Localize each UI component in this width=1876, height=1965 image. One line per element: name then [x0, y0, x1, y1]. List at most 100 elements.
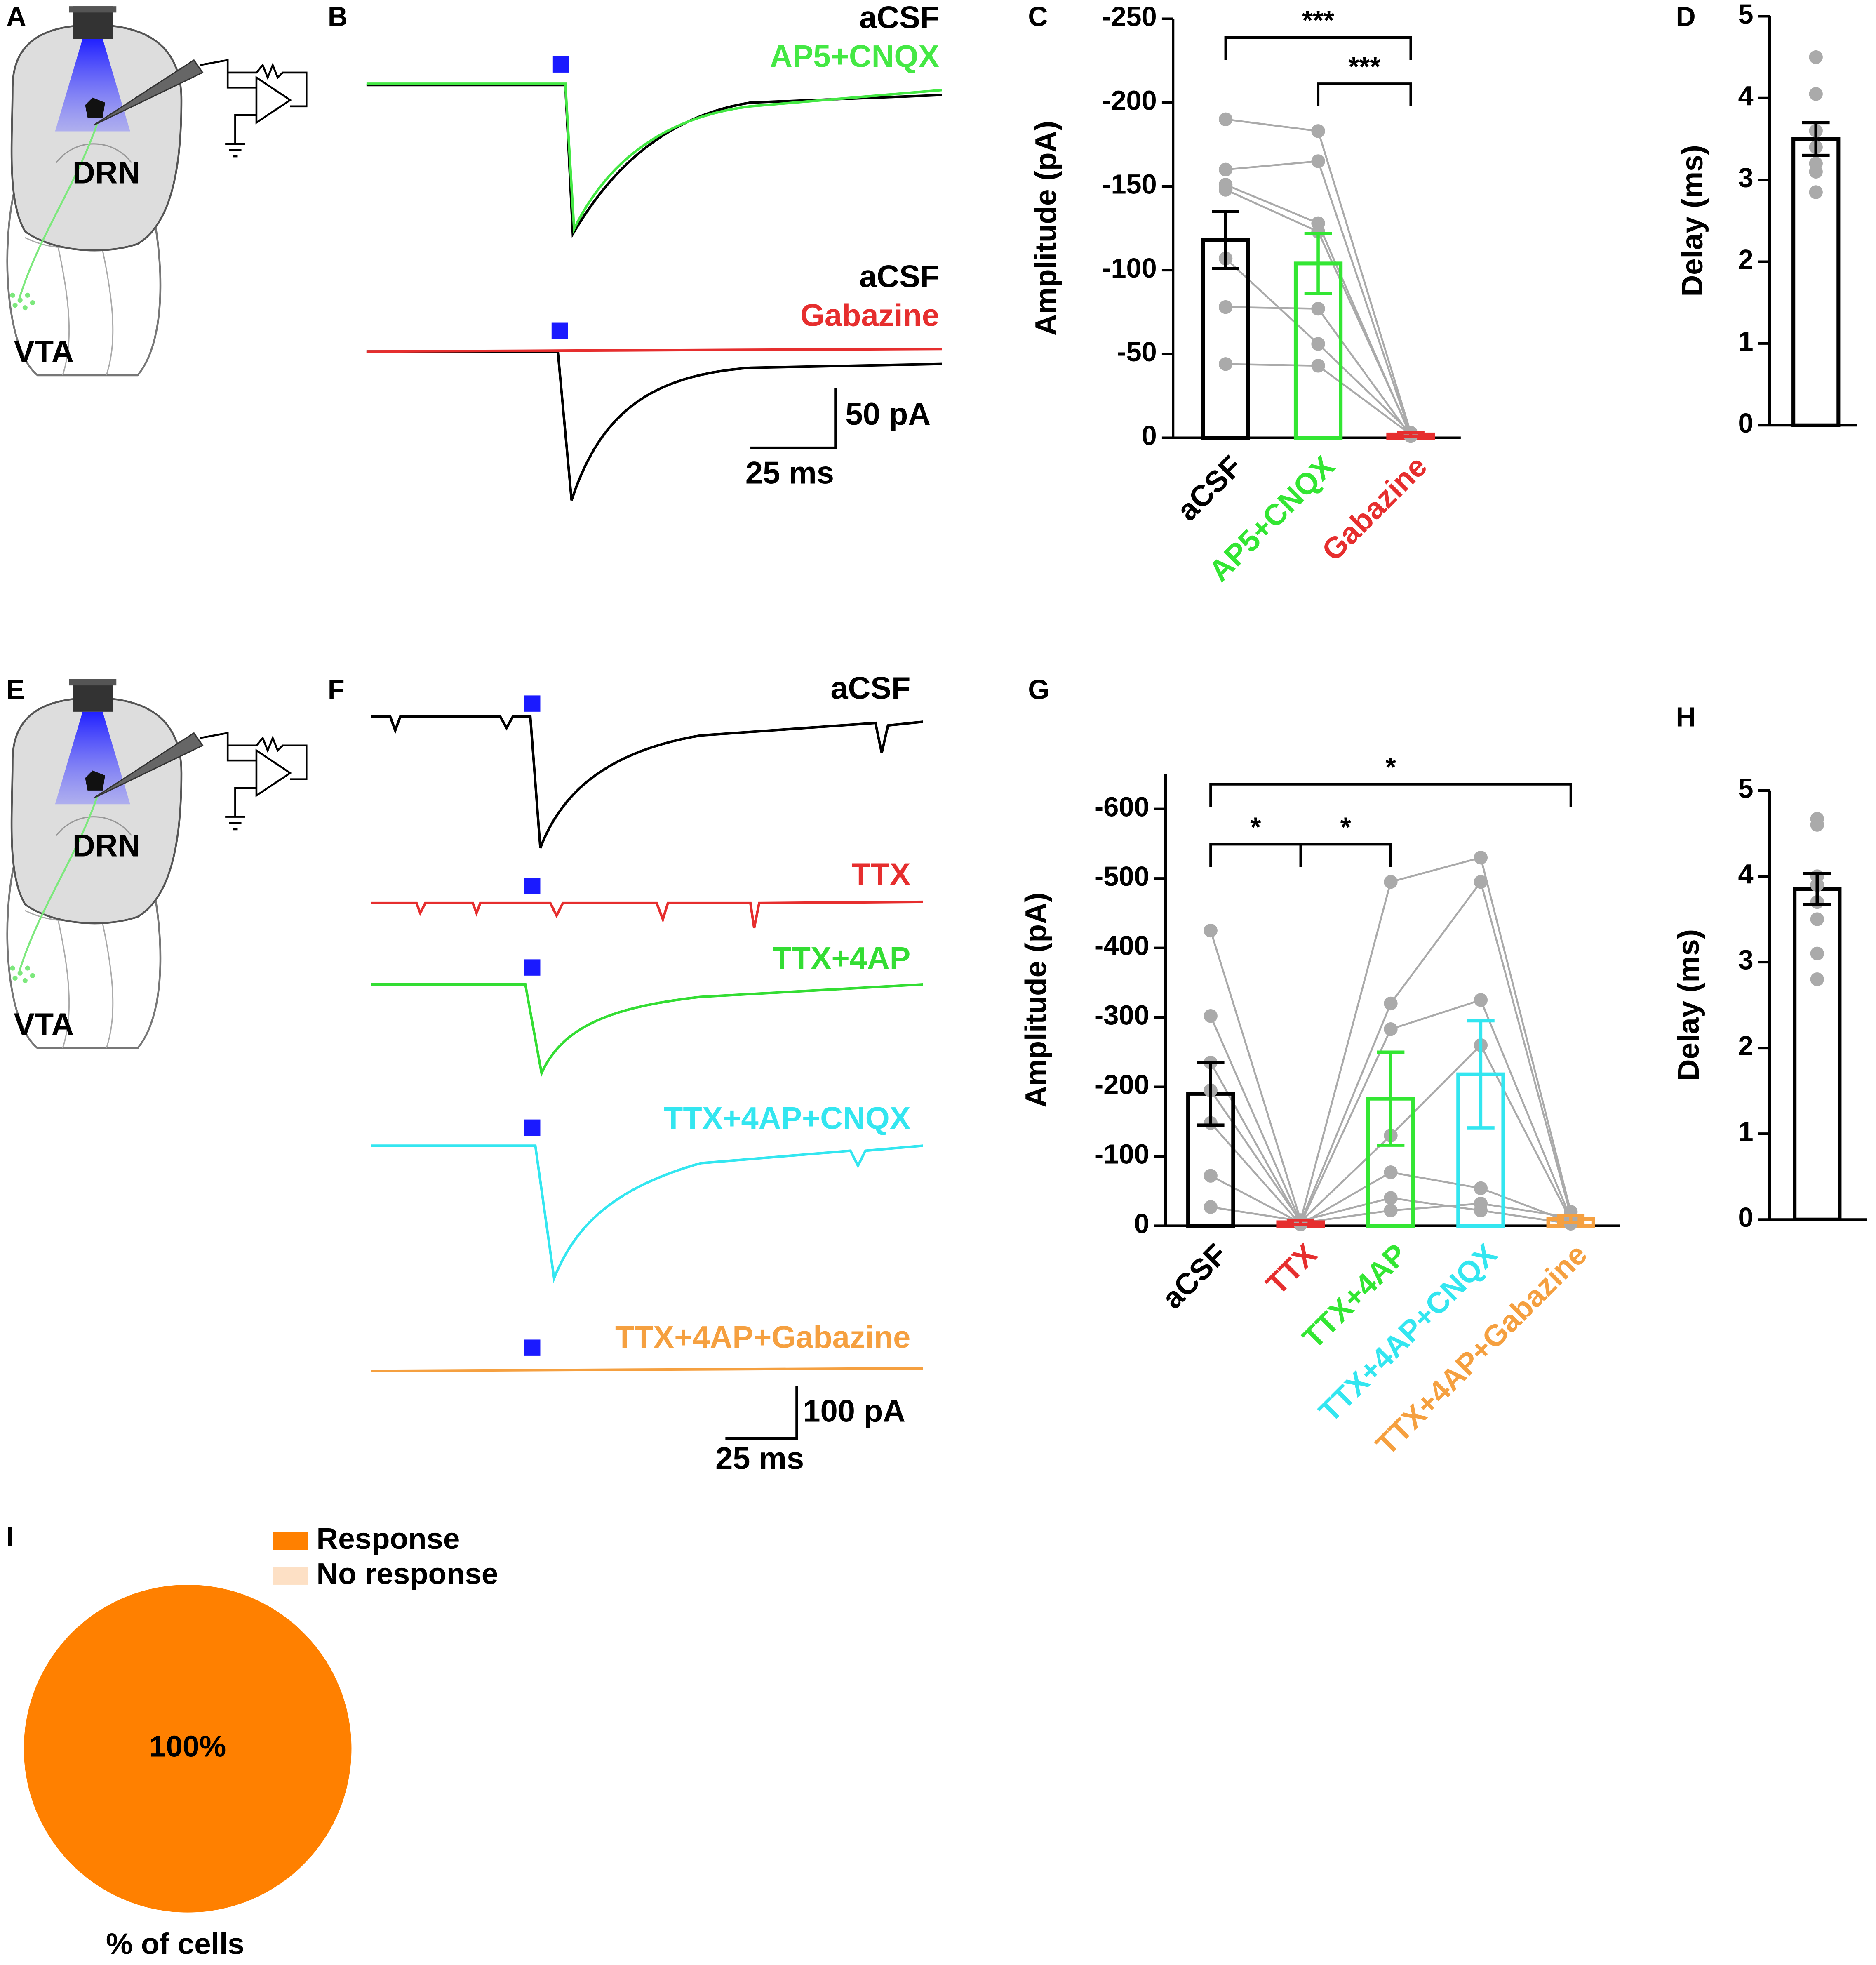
data-point [1809, 50, 1823, 64]
pair-line [1225, 306, 1319, 310]
pair-line [1300, 1171, 1392, 1226]
data-point [1474, 1181, 1488, 1195]
y-tick-label: -250 [1102, 2, 1157, 32]
y-axis-label: Amplitude (pA) [1019, 892, 1053, 1108]
panel-letter: B [328, 2, 348, 32]
pair-line [1210, 1122, 1302, 1225]
pair-line [1390, 1197, 1481, 1212]
data-point [1810, 946, 1824, 960]
x-tick-label: aCSF [1171, 449, 1248, 527]
data-point [1384, 1191, 1398, 1205]
y-tick-label: 1 [1738, 1117, 1753, 1147]
pair-line [1300, 1003, 1392, 1223]
y-tick-label: 5 [1738, 774, 1753, 804]
y-tick-label: -200 [1094, 1070, 1150, 1100]
y-tick-label: -50 [1117, 337, 1157, 367]
y-axis-label: Amplitude (pA) [1029, 121, 1063, 336]
panel-letter: D [1676, 2, 1696, 32]
panel-letter: H [1676, 702, 1696, 733]
data-point [1810, 818, 1824, 832]
trace-label: aCSF [859, 259, 939, 294]
data-point [1810, 912, 1824, 926]
data-point [1218, 357, 1233, 371]
pair-line [1210, 1175, 1301, 1224]
light-pulse [524, 878, 541, 894]
data-point [1474, 875, 1488, 889]
data-point [1384, 875, 1398, 889]
light-pulse [524, 1339, 541, 1356]
data-point [1311, 359, 1325, 373]
light-pulse [524, 695, 541, 712]
pair-line [1225, 118, 1319, 132]
diagram-label: VTA [14, 1007, 74, 1042]
trace-label: TTX+4AP+Gabazine [615, 1320, 910, 1355]
light-pulse [524, 1119, 541, 1136]
pair-line [1210, 930, 1302, 1221]
pair-line [1210, 1015, 1302, 1223]
y-tick-label: 0 [1738, 408, 1753, 439]
light-pulse [552, 56, 569, 73]
data-point [1218, 183, 1233, 197]
y-tick-label: -100 [1102, 253, 1157, 284]
pair-line [1225, 184, 1319, 224]
pair-line [1210, 1062, 1302, 1224]
trace-label: aCSF [859, 0, 939, 35]
pair-line [1390, 1171, 1481, 1189]
trace-label: TTX+4AP+CNQX [664, 1101, 910, 1136]
significance-bracket [1317, 82, 1412, 106]
y-axis-label: Delay (ms) [1676, 145, 1709, 297]
pair-line [1390, 881, 1482, 1004]
panel-letter: A [6, 2, 26, 32]
data-point [1809, 165, 1823, 179]
y-tick-label: 1 [1738, 327, 1753, 357]
significance-label: * [1340, 812, 1351, 843]
significance-label: *** [1302, 5, 1334, 36]
data-point [1204, 923, 1218, 938]
pie-slice [24, 1584, 352, 1913]
y-tick-label: 3 [1738, 945, 1753, 976]
y-tick-label: -100 [1094, 1139, 1150, 1170]
pair-line [1481, 1203, 1571, 1219]
pair-line [1210, 1206, 1301, 1222]
data-point [1474, 993, 1488, 1007]
y-tick-label: -200 [1102, 85, 1157, 116]
data-point [1809, 87, 1823, 101]
data-point [1384, 1203, 1398, 1218]
x-axis-label: % of cells [106, 1927, 244, 1961]
panel-letter: F [328, 675, 345, 705]
y-tick-label: 5 [1738, 0, 1753, 30]
panel-letter: G [1028, 675, 1049, 705]
legend-swatch [273, 1532, 308, 1550]
trace-label: TTX [851, 857, 910, 892]
x-tick-label: aCSF [1156, 1238, 1234, 1315]
y-tick-label: 2 [1738, 245, 1753, 275]
pair-line [1225, 363, 1319, 367]
data-point [1474, 850, 1488, 865]
data-point [1218, 112, 1233, 127]
scale-label: 25 ms [715, 1441, 804, 1476]
pair-line [1390, 1044, 1481, 1137]
data-point [1218, 162, 1233, 176]
significance-label: *** [1348, 52, 1380, 82]
y-tick-label: 0 [1738, 1203, 1753, 1233]
pair-line [1480, 881, 1572, 1216]
data-point [1311, 337, 1325, 351]
panel-letter: E [6, 675, 25, 705]
y-tick-label: 3 [1738, 163, 1753, 193]
pair-line [1317, 231, 1412, 435]
data-point [1384, 1022, 1398, 1036]
pair-line [1210, 1090, 1302, 1222]
pair-line [1317, 161, 1412, 435]
diagram-label: DRN [73, 828, 140, 863]
pie-label: 100% [149, 1730, 226, 1763]
data-point [1311, 124, 1325, 138]
data-point [1204, 1009, 1218, 1023]
significance-label: * [1250, 812, 1261, 843]
x-tick-label: TTX [1260, 1238, 1323, 1301]
scale-label: 50 pA [846, 397, 931, 432]
pair-line [1225, 160, 1319, 171]
data-point [1384, 1165, 1398, 1179]
significance-bracket [1299, 843, 1392, 867]
trace-label: Gabazine [800, 298, 939, 333]
legend-swatch [273, 1567, 308, 1585]
